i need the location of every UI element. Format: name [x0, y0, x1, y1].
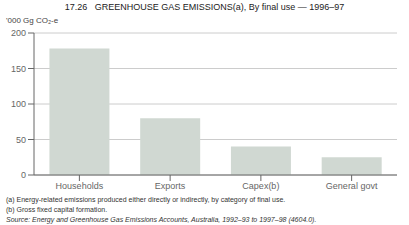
svg-text:50: 50	[16, 135, 26, 145]
html-text:(b) Gross fixed capital format: (b) Gross fixed capital formation.	[6, 206, 108, 213]
svg-text:100: 100	[11, 99, 26, 109]
svg-text:Capex(b): Capex(b)	[242, 181, 279, 191]
html-text:'000 Gg CO₂-e: '000 Gg CO₂-e	[6, 16, 59, 25]
svg-text:0: 0	[21, 170, 26, 180]
svg-text:Households: Households	[56, 181, 104, 191]
svg-text:Exports: Exports	[155, 181, 186, 191]
html-text:Source: Energy and Greenhouse: Source: Energy and Greenhouse Gas Emissi…	[6, 216, 317, 223]
svg-text:200: 200	[11, 28, 26, 38]
html-text:(a) Energy-related emissions p: (a) Energy-related emissions produced ei…	[6, 196, 286, 203]
svg-text:150: 150	[11, 64, 26, 74]
html-text:17.26 GREENHOUSE GAS EMISSIONS: 17.26 GREENHOUSE GAS EMISSIONS(a), By fi…	[64, 2, 345, 12]
svg-text:General govt: General govt	[326, 181, 378, 191]
